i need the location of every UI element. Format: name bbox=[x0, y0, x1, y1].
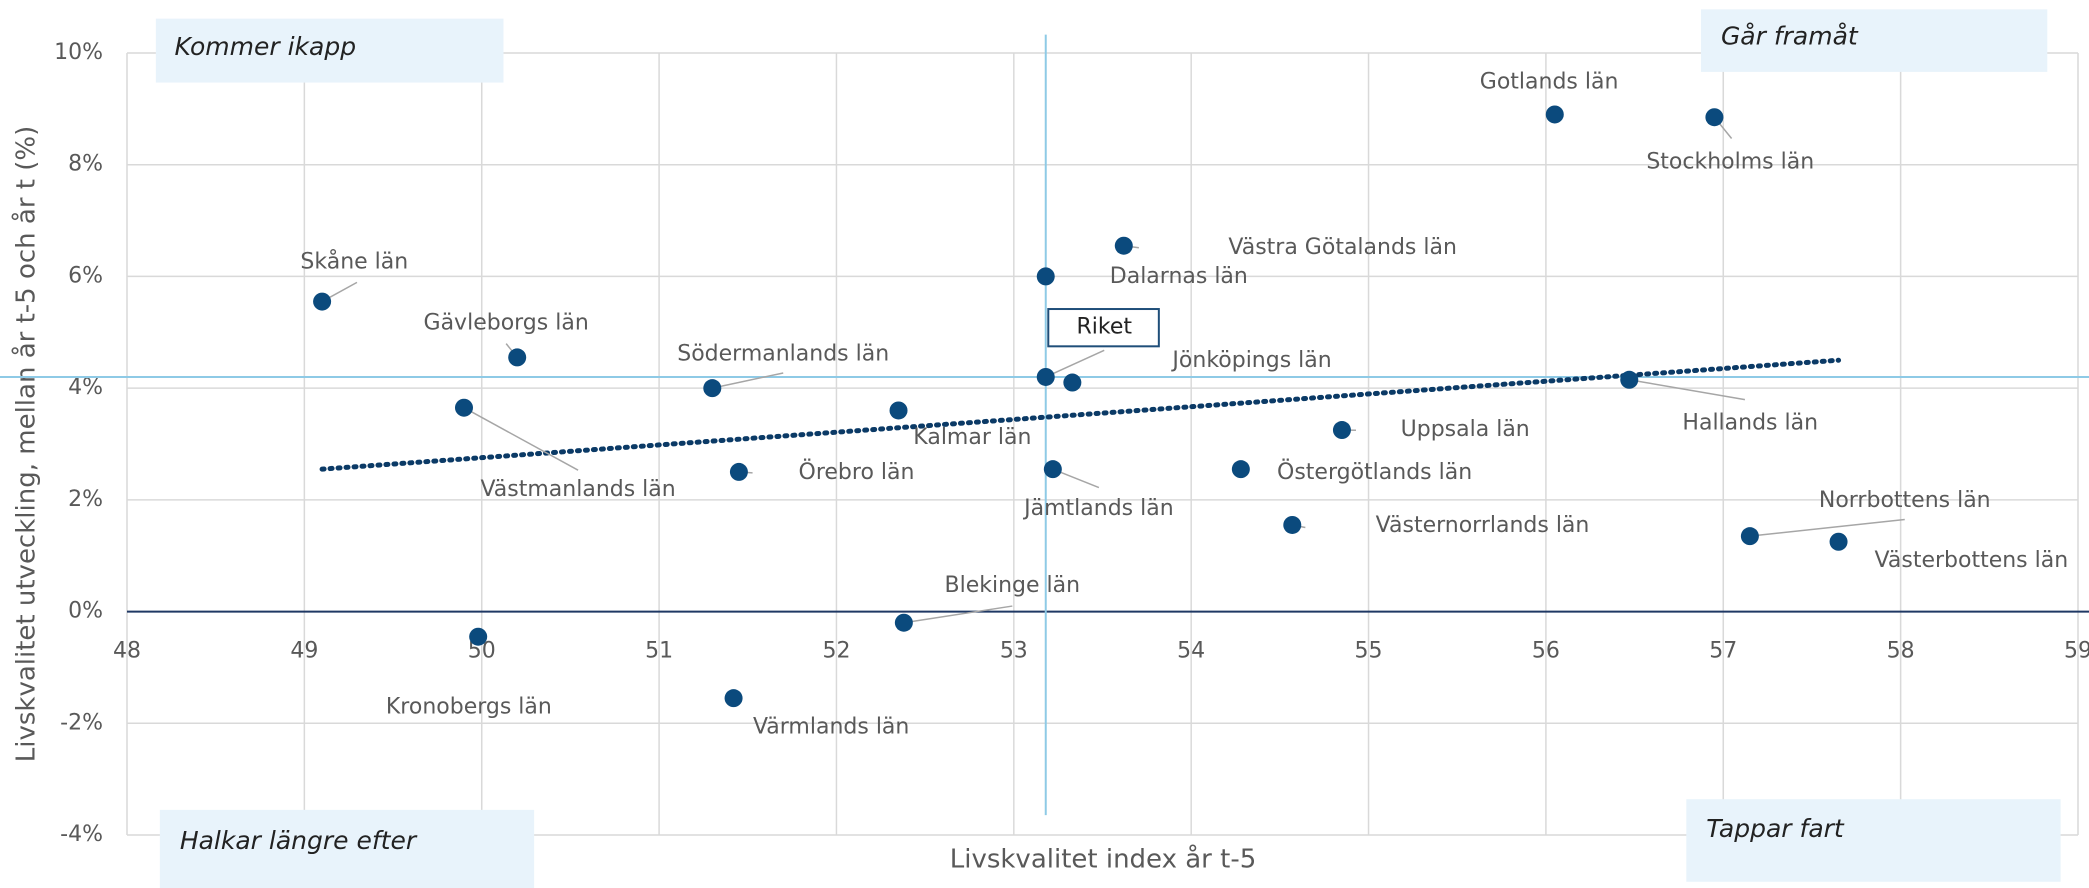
point bbox=[1063, 373, 1082, 392]
x-tick-label: 59 bbox=[2064, 639, 2089, 664]
x-tick-label: 58 bbox=[1887, 639, 1915, 664]
y-tick-label: 2% bbox=[68, 487, 103, 512]
y-tick-label: 8% bbox=[68, 152, 103, 177]
point-label: Kalmar län bbox=[913, 425, 1031, 450]
x-tick-label: 55 bbox=[1355, 639, 1383, 664]
y-axis-title: Livskvalitet utveckling, mellan år t-5 o… bbox=[11, 126, 42, 762]
quadrant-label: Går framåt bbox=[1721, 21, 1859, 50]
point bbox=[454, 398, 473, 417]
x-tick-label: 54 bbox=[1177, 639, 1205, 664]
point bbox=[508, 348, 527, 367]
point bbox=[1036, 267, 1055, 286]
x-tick-label: 56 bbox=[1532, 639, 1560, 664]
point bbox=[1620, 370, 1639, 389]
point bbox=[1705, 108, 1724, 127]
point bbox=[1283, 515, 1302, 534]
x-tick-label: 51 bbox=[645, 639, 673, 664]
point bbox=[1043, 460, 1062, 479]
point bbox=[703, 379, 722, 398]
point-label: Gotlands län bbox=[1480, 70, 1619, 95]
point-label: Dalarnas län bbox=[1110, 264, 1248, 289]
y-tick-label: -4% bbox=[60, 822, 103, 847]
y-tick-label: 4% bbox=[68, 375, 103, 400]
point bbox=[889, 401, 908, 420]
x-tick-label: 57 bbox=[1709, 639, 1737, 664]
y-tick-label: 6% bbox=[68, 263, 103, 288]
leader-line bbox=[463, 407, 579, 471]
leader-line bbox=[712, 372, 784, 389]
point bbox=[1740, 527, 1759, 546]
quadrant-box bbox=[1700, 9, 2048, 72]
quadrant-box bbox=[155, 18, 504, 83]
quadrant-box bbox=[1686, 799, 2061, 882]
y-tick-label: 10% bbox=[54, 40, 103, 65]
point bbox=[313, 292, 332, 311]
point-label: Västernorrlands län bbox=[1376, 513, 1590, 538]
point bbox=[729, 462, 748, 481]
quadrant-label: Kommer ikapp bbox=[174, 32, 356, 61]
point bbox=[1036, 367, 1055, 386]
point-label: Riket bbox=[1076, 315, 1132, 340]
point-label: Kronobergs län bbox=[386, 694, 552, 719]
point bbox=[724, 689, 743, 708]
point-label: Örebro län bbox=[799, 459, 915, 485]
point-label: Skåne län bbox=[300, 248, 408, 274]
x-tick-label: 48 bbox=[113, 639, 141, 664]
quadrant-label: Halkar längre efter bbox=[180, 826, 418, 855]
y-tick-label: -2% bbox=[60, 710, 103, 735]
point bbox=[894, 613, 913, 632]
point bbox=[1332, 421, 1351, 440]
x-tick-label: 52 bbox=[822, 639, 850, 664]
point-label: Värmlands län bbox=[753, 714, 909, 739]
point-label: Stockholms län bbox=[1646, 150, 1814, 175]
point bbox=[1231, 460, 1250, 479]
quadrant-box bbox=[159, 809, 535, 888]
leader-line bbox=[1749, 518, 1905, 537]
point-label: Västra Götalands län bbox=[1228, 235, 1457, 260]
trendline bbox=[319, 357, 1842, 472]
point-label: Blekinge län bbox=[945, 573, 1081, 598]
x-tick-label: 53 bbox=[1000, 639, 1028, 664]
x-axis-title: Livskvalitet index år t-5 bbox=[950, 844, 1257, 875]
point bbox=[1114, 236, 1133, 255]
y-tick-label: 0% bbox=[68, 599, 103, 624]
riket-box bbox=[1047, 308, 1160, 348]
point-label: Jönköpings län bbox=[1170, 348, 1331, 373]
x-tick-label: 49 bbox=[290, 639, 318, 664]
point-label: Norrbottens län bbox=[1819, 488, 1991, 513]
point-label: Södermanlands län bbox=[677, 341, 889, 366]
point bbox=[1829, 532, 1848, 551]
leader-line bbox=[1629, 379, 1746, 401]
point-label: Uppsala län bbox=[1401, 417, 1530, 442]
point bbox=[469, 627, 488, 646]
quadrant-label: Tappar fart bbox=[1706, 814, 1845, 843]
point-label: Västerbottens län bbox=[1875, 548, 2069, 573]
leader-line bbox=[1045, 349, 1105, 378]
point-label: Hallands län bbox=[1682, 411, 1818, 436]
point-label: Västmanlands län bbox=[480, 477, 675, 502]
point-label: Jämtlands län bbox=[1022, 496, 1174, 521]
point-label: Gävleborgs län bbox=[424, 311, 589, 336]
leader-line bbox=[903, 605, 1013, 624]
point bbox=[1545, 105, 1564, 124]
point-label: Östergötlands län bbox=[1277, 459, 1472, 485]
